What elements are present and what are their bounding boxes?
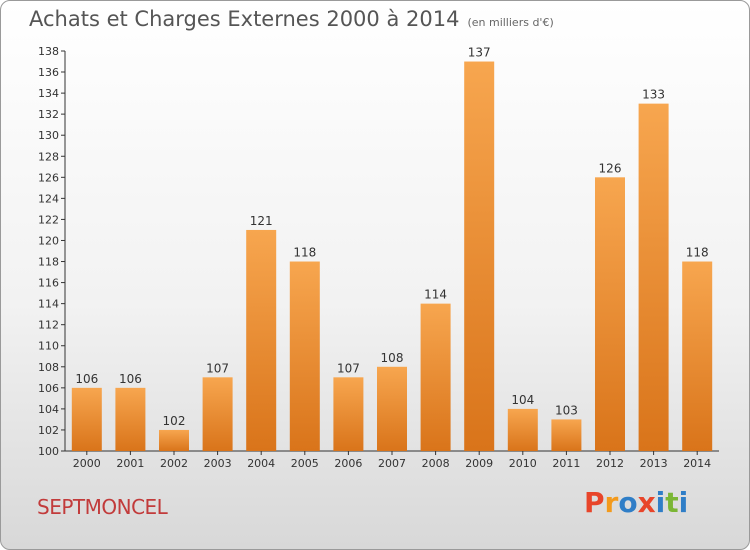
- proxiti-logo: Proxiti: [584, 486, 688, 519]
- x-tick-label: 2013: [640, 457, 668, 470]
- bar-2004: [246, 229, 277, 451]
- bar-value-label: 106: [119, 372, 142, 386]
- logo-letter: P: [584, 486, 605, 519]
- bar-2010: [507, 408, 538, 451]
- x-tick-label: 2004: [247, 457, 275, 470]
- y-tick-label: 122: [38, 213, 59, 226]
- logo-letter: t: [665, 486, 679, 519]
- bar-value-label: 106: [75, 372, 98, 386]
- y-tick-label: 130: [38, 129, 59, 142]
- bar-2011: [551, 419, 582, 451]
- chart-unit: (en milliers d'€): [467, 16, 554, 29]
- bar-2008: [420, 303, 451, 451]
- x-tick-label: 2001: [116, 457, 144, 470]
- y-tick-label: 126: [38, 171, 59, 184]
- logo-letter: o: [618, 486, 638, 519]
- x-tick-label: 2012: [596, 457, 624, 470]
- x-tick-label: 2003: [204, 457, 232, 470]
- y-tick-label: 102: [38, 424, 59, 437]
- y-tick-label: 108: [38, 361, 59, 374]
- y-tick-label: 110: [38, 340, 59, 353]
- x-tick-label: 2007: [378, 457, 406, 470]
- y-tick-label: 134: [38, 87, 59, 100]
- bar-2007: [377, 366, 407, 451]
- bar-value-label: 118: [293, 246, 316, 260]
- bar-2009: [464, 61, 495, 452]
- bar-value-label: 118: [686, 246, 709, 260]
- chart-title: Achats et Charges Externes 2000 à 2014 (e…: [29, 7, 554, 31]
- x-tick-label: 2006: [334, 457, 362, 470]
- y-tick-label: 112: [38, 319, 59, 332]
- x-tick-label: 2009: [465, 457, 493, 470]
- x-tick-label: 2014: [683, 457, 711, 470]
- bar-value-label: 114: [424, 288, 447, 302]
- bar-2003: [202, 377, 233, 451]
- x-tick-label: 2002: [160, 457, 188, 470]
- bar-2001: [115, 387, 146, 451]
- bar-value-label: 104: [511, 393, 534, 407]
- y-tick-label: 104: [38, 403, 59, 416]
- bar-2012: [595, 177, 625, 451]
- y-tick-label: 114: [38, 298, 59, 311]
- bar-2013: [638, 103, 669, 451]
- x-tick-label: 2011: [552, 457, 580, 470]
- bar-2000: [71, 387, 102, 451]
- logo-letter: i: [655, 486, 666, 519]
- x-tick-label: 2008: [422, 457, 450, 470]
- y-tick-label: 136: [38, 66, 59, 79]
- chart-bars: 106 106 102 107 121 118 107 108 114 137 104 103 126 1…: [71, 46, 713, 452]
- y-tick-label: 120: [38, 234, 59, 247]
- bar-value-label: 126: [599, 161, 622, 175]
- commune-name: SEPTMONCEL: [37, 495, 168, 519]
- bar-value-label: 102: [163, 414, 186, 428]
- bar-value-label: 137: [468, 46, 491, 60]
- bar-2006: [333, 377, 364, 451]
- y-tick-label: 106: [38, 382, 59, 395]
- y-tick-label: 116: [38, 277, 59, 290]
- bar-2002: [159, 429, 189, 451]
- y-tick-label: 100: [38, 445, 59, 458]
- logo-letter: i: [678, 486, 689, 519]
- y-tick-label: 124: [38, 192, 59, 205]
- bar-value-label: 108: [381, 351, 404, 365]
- chart-title-text: Achats et Charges Externes 2000 à 2014: [29, 7, 460, 31]
- y-tick-label: 128: [38, 150, 59, 163]
- x-tick-label: 2005: [291, 457, 319, 470]
- y-tick-label: 118: [38, 256, 59, 269]
- bar-value-label: 121: [250, 214, 273, 228]
- y-tick-label: 132: [38, 108, 59, 121]
- chart-axes: 100 102 104 106 108 110 112 114 116 118 120 122 124 1…: [38, 45, 719, 470]
- bar-2005: [289, 261, 320, 451]
- logo-letter: x: [637, 486, 656, 519]
- y-tick-label: 138: [38, 45, 59, 58]
- bar-value-label: 103: [555, 403, 578, 417]
- bar-2014: [682, 261, 713, 451]
- logo-letter: r: [604, 486, 619, 519]
- x-tick-label: 2010: [509, 457, 537, 470]
- x-tick-label: 2000: [73, 457, 101, 470]
- bar-value-label: 133: [642, 88, 665, 102]
- bar-value-label: 107: [206, 361, 229, 375]
- bar-value-label: 107: [337, 361, 360, 375]
